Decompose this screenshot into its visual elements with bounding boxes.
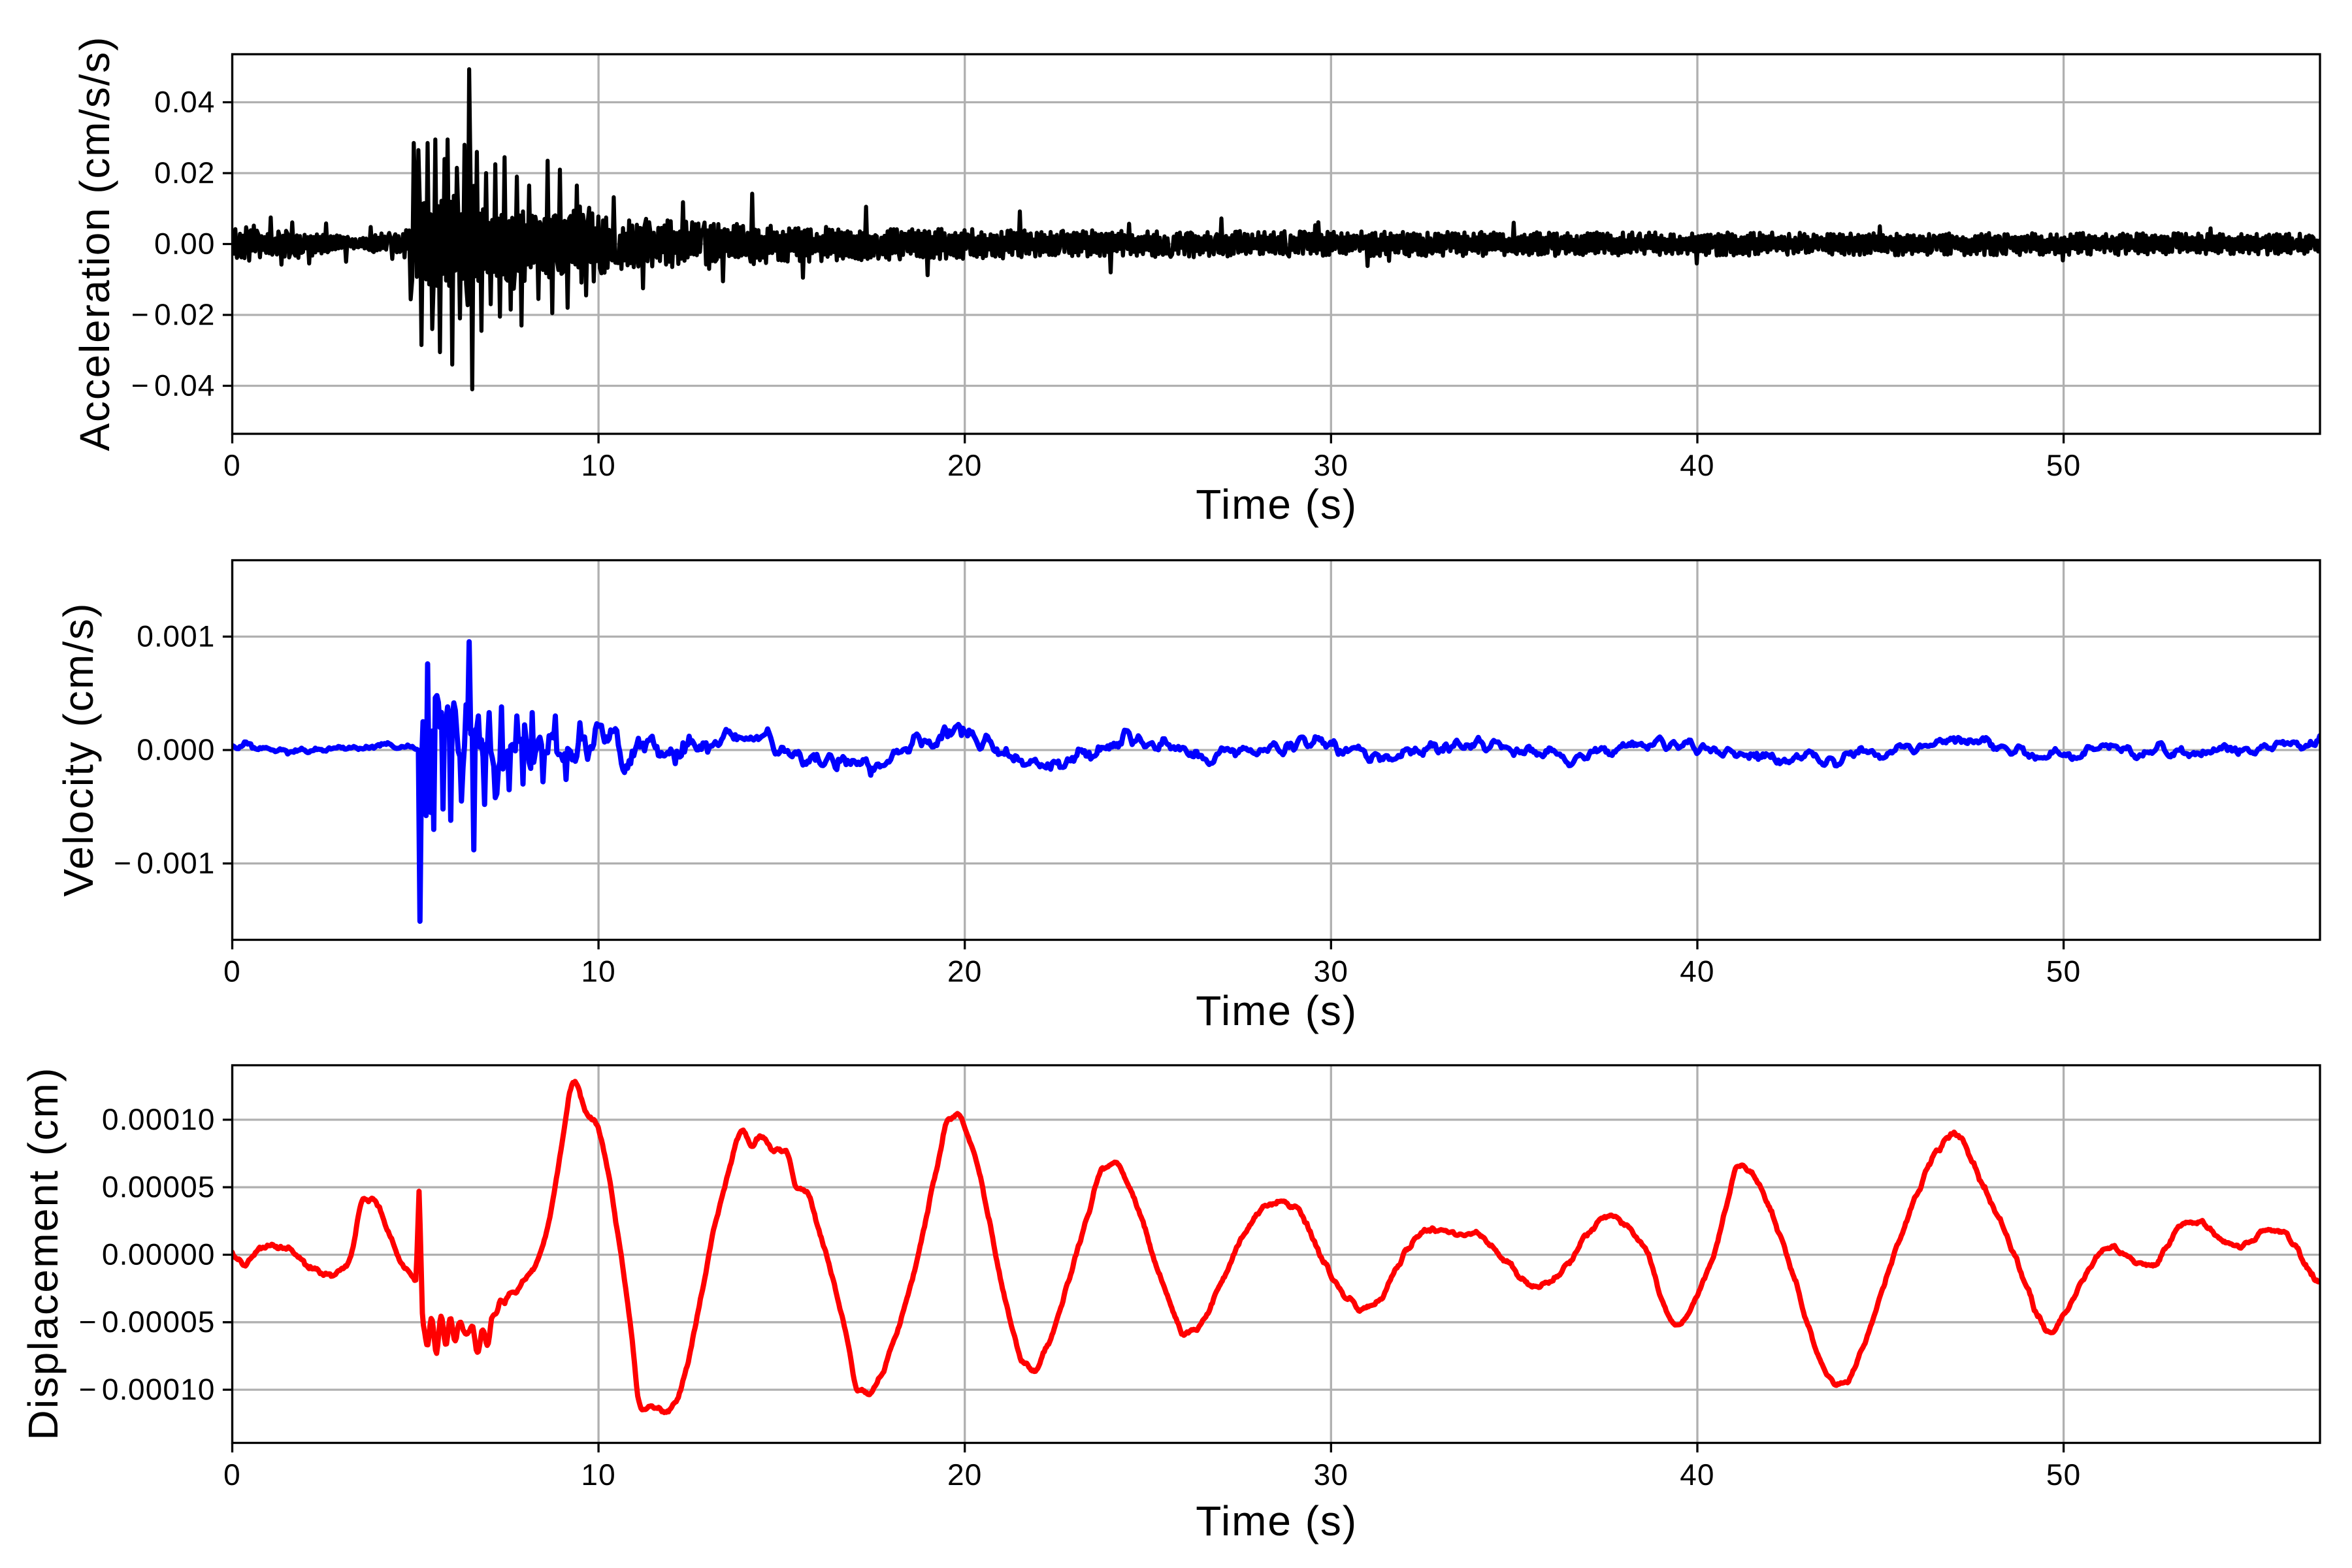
svg-text:Acceleration (cm/s/s): Acceleration (cm/s/s) — [71, 37, 118, 451]
svg-text:Velocity (cm/s): Velocity (cm/s) — [55, 604, 102, 897]
svg-text:Time (s): Time (s) — [1196, 481, 1356, 528]
svg-text:Time (s): Time (s) — [1196, 1497, 1356, 1544]
svg-text:Time (s): Time (s) — [1196, 987, 1356, 1034]
svg-text:Displacement (cm): Displacement (cm) — [20, 1068, 67, 1441]
